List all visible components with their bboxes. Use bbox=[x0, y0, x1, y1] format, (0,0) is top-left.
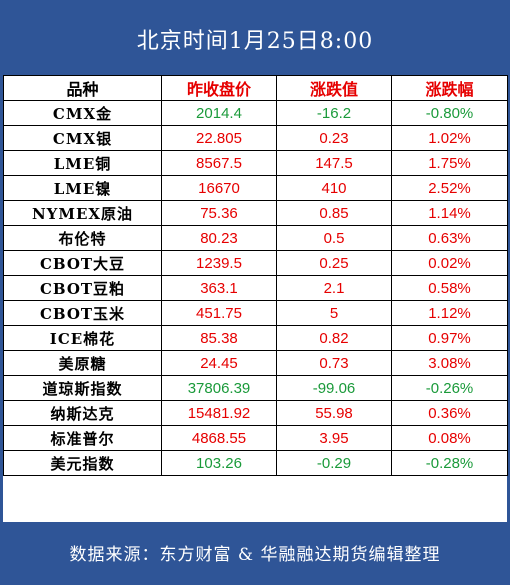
change-pct-value: -0.28% bbox=[391, 450, 508, 476]
change-pct-value: 0.36% bbox=[391, 400, 508, 426]
header-change: 涨跌值 bbox=[276, 75, 392, 101]
variety-name: CMX银 bbox=[3, 125, 162, 151]
variety-name: CBOT豆粕 bbox=[3, 275, 162, 301]
variety-name: LME镍 bbox=[3, 175, 162, 201]
header-prev-close: 昨收盘价 bbox=[161, 75, 277, 101]
prev-close-value: 363.1 bbox=[161, 275, 277, 301]
variety-name: CBOT大豆 bbox=[3, 250, 162, 276]
table-row: 道琼斯指数 37806.39 -99.06 -0.26% bbox=[3, 375, 508, 401]
table-row: CMX金 2014.4 -16.2 -0.80% bbox=[3, 100, 508, 126]
prev-close-value: 80.23 bbox=[161, 225, 277, 251]
table-row: 布伦特 80.23 0.5 0.63% bbox=[3, 225, 508, 251]
prev-close-value: 451.75 bbox=[161, 300, 277, 326]
variety-name: CBOT玉米 bbox=[3, 300, 162, 326]
change-value: 0.85 bbox=[276, 200, 392, 226]
change-value: -0.29 bbox=[276, 450, 392, 476]
change-pct-value: 0.63% bbox=[391, 225, 508, 251]
variety-name: 纳斯达克 bbox=[3, 400, 162, 426]
change-value: 0.73 bbox=[276, 350, 392, 376]
change-pct-value: 0.58% bbox=[391, 275, 508, 301]
change-value: 3.95 bbox=[276, 425, 392, 451]
variety-name: 美原糖 bbox=[3, 350, 162, 376]
variety-name: ICE棉花 bbox=[3, 325, 162, 351]
variety-name: 美元指数 bbox=[3, 450, 162, 476]
change-pct-value: 2.52% bbox=[391, 175, 508, 201]
header-variety: 品种 bbox=[3, 75, 162, 101]
table-row: CBOT玉米 451.75 5 1.12% bbox=[3, 300, 508, 326]
table-row: CBOT豆粕 363.1 2.1 0.58% bbox=[3, 275, 508, 301]
change-pct-value: -0.26% bbox=[391, 375, 508, 401]
change-value: 2.1 bbox=[276, 275, 392, 301]
change-pct-value: 1.02% bbox=[391, 125, 508, 151]
variety-name: 标准普尔 bbox=[3, 425, 162, 451]
prev-close-value: 2014.4 bbox=[161, 100, 277, 126]
change-value: 0.5 bbox=[276, 225, 392, 251]
variety-name: LME铜 bbox=[3, 150, 162, 176]
table-row: LME镍 16670 410 2.52% bbox=[3, 175, 508, 201]
table-row: 纳斯达克 15481.92 55.98 0.36% bbox=[3, 400, 508, 426]
prev-close-value: 8567.5 bbox=[161, 150, 277, 176]
change-pct-value: 3.08% bbox=[391, 350, 508, 376]
variety-name: NYMEX原油 bbox=[3, 200, 162, 226]
change-value: -99.06 bbox=[276, 375, 392, 401]
change-value: 410 bbox=[276, 175, 392, 201]
change-value: 0.82 bbox=[276, 325, 392, 351]
prev-close-value: 15481.92 bbox=[161, 400, 277, 426]
change-pct-value: 1.12% bbox=[391, 300, 508, 326]
change-pct-value: 1.14% bbox=[391, 200, 508, 226]
prev-close-value: 22.805 bbox=[161, 125, 277, 151]
prev-close-value: 1239.5 bbox=[161, 250, 277, 276]
change-value: 55.98 bbox=[276, 400, 392, 426]
change-pct-value: 0.97% bbox=[391, 325, 508, 351]
table-row: 美元指数 103.26 -0.29 -0.28% bbox=[3, 450, 508, 476]
quotes-table: 品种 昨收盘价 涨跌值 涨跌幅 CMX金 2014.4 -16.2 -0.80% CMX… bbox=[3, 75, 508, 476]
change-value: 0.23 bbox=[276, 125, 392, 151]
change-value: 0.25 bbox=[276, 250, 392, 276]
table-row: LME铜 8567.5 147.5 1.75% bbox=[3, 150, 508, 176]
variety-name: 道琼斯指数 bbox=[3, 375, 162, 401]
header-change-pct: 涨跌幅 bbox=[391, 75, 508, 101]
table-row: CMX银 22.805 0.23 1.02% bbox=[3, 125, 508, 151]
prev-close-value: 16670 bbox=[161, 175, 277, 201]
table-row: NYMEX原油 75.36 0.85 1.14% bbox=[3, 200, 508, 226]
prev-close-value: 24.45 bbox=[161, 350, 277, 376]
table-row: ICE棉花 85.38 0.82 0.97% bbox=[3, 325, 508, 351]
prev-close-value: 75.36 bbox=[161, 200, 277, 226]
variety-name: 布伦特 bbox=[3, 225, 162, 251]
prev-close-value: 37806.39 bbox=[161, 375, 277, 401]
change-value: -16.2 bbox=[276, 100, 392, 126]
data-source-footer: 数据来源：东方财富 & 华融融达期货编辑整理 bbox=[3, 522, 507, 582]
change-pct-value: 0.08% bbox=[391, 425, 508, 451]
prev-close-value: 85.38 bbox=[161, 325, 277, 351]
table-row: CBOT大豆 1239.5 0.25 0.02% bbox=[3, 250, 508, 276]
change-pct-value: -0.80% bbox=[391, 100, 508, 126]
header-row: 品种 昨收盘价 涨跌值 涨跌幅 bbox=[3, 75, 508, 101]
prev-close-value: 103.26 bbox=[161, 450, 277, 476]
change-value: 147.5 bbox=[276, 150, 392, 176]
variety-name: CMX金 bbox=[3, 100, 162, 126]
board-title: 北京时间1月25日8:00 bbox=[3, 3, 507, 75]
table-row: 标准普尔 4868.55 3.95 0.08% bbox=[3, 425, 508, 451]
change-pct-value: 0.02% bbox=[391, 250, 508, 276]
table-row: 美原糖 24.45 0.73 3.08% bbox=[3, 350, 508, 376]
change-value: 5 bbox=[276, 300, 392, 326]
change-pct-value: 1.75% bbox=[391, 150, 508, 176]
prev-close-value: 4868.55 bbox=[161, 425, 277, 451]
